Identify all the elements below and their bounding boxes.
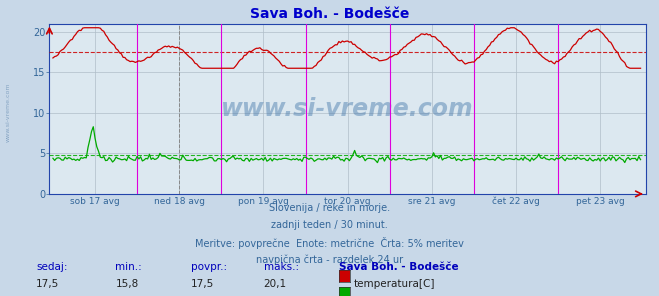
Text: Meritve: povprečne  Enote: metrične  Črta: 5% meritev: Meritve: povprečne Enote: metrične Črta:… [195, 237, 464, 249]
Text: 15,8: 15,8 [115, 279, 138, 289]
Text: temperatura[C]: temperatura[C] [354, 279, 436, 289]
Text: Sava Boh. - Bodešče: Sava Boh. - Bodešče [339, 262, 459, 272]
Text: www.si-vreme.com: www.si-vreme.com [221, 97, 474, 121]
Text: 17,5: 17,5 [191, 279, 214, 289]
Text: povpr.:: povpr.: [191, 262, 227, 272]
Text: maks.:: maks.: [264, 262, 299, 272]
Text: sedaj:: sedaj: [36, 262, 68, 272]
Text: Sava Boh. - Bodešče: Sava Boh. - Bodešče [250, 7, 409, 21]
Text: 17,5: 17,5 [36, 279, 59, 289]
Text: Slovenija / reke in morje.: Slovenija / reke in morje. [269, 203, 390, 213]
Text: zadnji teden / 30 minut.: zadnji teden / 30 minut. [271, 220, 388, 230]
Text: www.si-vreme.com: www.si-vreme.com [5, 83, 11, 142]
Text: navpična črta - razdelek 24 ur: navpična črta - razdelek 24 ur [256, 254, 403, 265]
Text: 20,1: 20,1 [264, 279, 287, 289]
Text: min.:: min.: [115, 262, 142, 272]
